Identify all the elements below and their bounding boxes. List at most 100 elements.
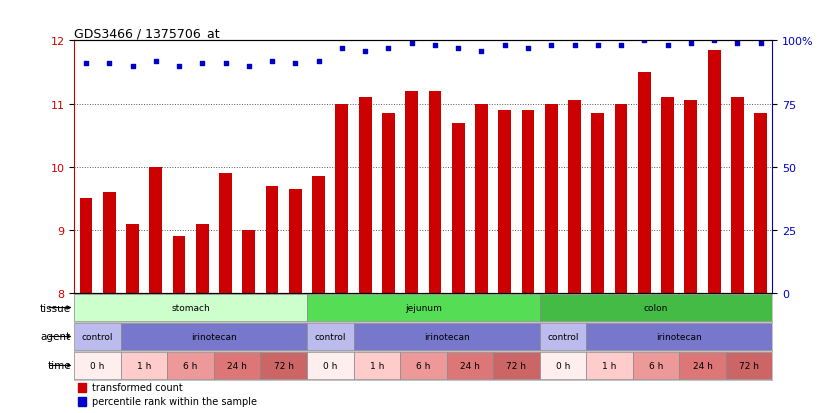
Bar bbox=[539, 323, 586, 351]
Bar bbox=[475, 104, 488, 293]
Bar bbox=[219, 173, 232, 293]
Bar bbox=[662, 98, 674, 293]
Point bbox=[242, 63, 255, 70]
Text: 24 h: 24 h bbox=[460, 361, 480, 370]
Bar bbox=[150, 167, 162, 293]
Text: 24 h: 24 h bbox=[227, 361, 247, 370]
Text: colon: colon bbox=[643, 303, 668, 312]
Bar bbox=[307, 352, 354, 380]
Point bbox=[754, 40, 767, 47]
Point bbox=[615, 43, 628, 50]
Bar bbox=[312, 177, 325, 293]
Text: 72 h: 72 h bbox=[506, 361, 526, 370]
Point bbox=[521, 45, 534, 52]
Bar bbox=[103, 192, 116, 293]
Bar bbox=[539, 352, 586, 380]
Bar bbox=[493, 352, 539, 380]
Bar bbox=[638, 73, 651, 293]
Bar bbox=[568, 101, 581, 293]
Point bbox=[544, 43, 558, 50]
Bar bbox=[74, 323, 121, 351]
Point bbox=[568, 43, 582, 50]
Bar bbox=[121, 323, 307, 351]
Bar bbox=[243, 230, 255, 293]
Bar bbox=[400, 352, 447, 380]
Point bbox=[684, 40, 697, 47]
Bar bbox=[196, 224, 209, 293]
Text: agent: agent bbox=[40, 332, 71, 342]
Text: irinotecan: irinotecan bbox=[657, 332, 702, 341]
Bar bbox=[726, 352, 772, 380]
Bar bbox=[382, 114, 395, 293]
Bar bbox=[79, 199, 93, 293]
Point bbox=[150, 58, 163, 65]
Bar bbox=[498, 111, 511, 293]
Bar bbox=[335, 104, 349, 293]
Point bbox=[289, 61, 302, 67]
Bar bbox=[754, 114, 767, 293]
Bar bbox=[266, 186, 278, 293]
Bar bbox=[615, 104, 628, 293]
Point bbox=[196, 61, 209, 67]
Text: 6 h: 6 h bbox=[416, 361, 430, 370]
Text: 72 h: 72 h bbox=[739, 361, 759, 370]
Text: 1 h: 1 h bbox=[602, 361, 617, 370]
Point bbox=[591, 43, 605, 50]
Bar bbox=[447, 352, 493, 380]
Text: control: control bbox=[315, 332, 346, 341]
Point bbox=[475, 48, 488, 55]
Bar bbox=[358, 98, 372, 293]
Text: time: time bbox=[47, 361, 71, 370]
Bar bbox=[78, 397, 86, 406]
Bar bbox=[289, 190, 301, 293]
Point bbox=[102, 61, 116, 67]
Text: 6 h: 6 h bbox=[183, 361, 198, 370]
Point bbox=[498, 43, 511, 50]
Bar bbox=[586, 352, 633, 380]
Bar bbox=[545, 104, 558, 293]
Bar bbox=[214, 352, 260, 380]
Bar bbox=[429, 92, 441, 293]
Bar bbox=[121, 352, 168, 380]
Bar bbox=[74, 294, 307, 322]
Bar bbox=[406, 92, 418, 293]
Text: 24 h: 24 h bbox=[692, 361, 713, 370]
Bar bbox=[126, 224, 139, 293]
Bar bbox=[307, 323, 354, 351]
Text: irinotecan: irinotecan bbox=[424, 332, 469, 341]
Point bbox=[405, 40, 418, 47]
Text: irinotecan: irinotecan bbox=[191, 332, 237, 341]
Bar bbox=[173, 237, 185, 293]
Bar bbox=[74, 352, 121, 380]
Point bbox=[335, 45, 349, 52]
Point bbox=[452, 45, 465, 52]
Bar bbox=[354, 352, 400, 380]
Bar bbox=[586, 323, 772, 351]
Bar bbox=[354, 323, 539, 351]
Bar bbox=[452, 123, 464, 293]
Bar bbox=[78, 383, 86, 392]
Text: control: control bbox=[547, 332, 579, 341]
Text: percentile rank within the sample: percentile rank within the sample bbox=[92, 396, 257, 406]
Point bbox=[638, 38, 651, 45]
Text: transformed count: transformed count bbox=[92, 382, 183, 392]
Text: jejunum: jejunum bbox=[405, 303, 442, 312]
Point bbox=[219, 61, 232, 67]
Point bbox=[358, 48, 372, 55]
Point bbox=[173, 63, 186, 70]
Point bbox=[126, 63, 139, 70]
Text: 1 h: 1 h bbox=[137, 361, 151, 370]
Text: 0 h: 0 h bbox=[90, 361, 105, 370]
Bar bbox=[260, 352, 307, 380]
Text: 72 h: 72 h bbox=[273, 361, 294, 370]
Bar bbox=[539, 294, 772, 322]
Bar bbox=[591, 114, 604, 293]
Text: 1 h: 1 h bbox=[369, 361, 384, 370]
Text: tissue: tissue bbox=[40, 303, 71, 313]
Bar bbox=[522, 111, 534, 293]
Bar bbox=[731, 98, 743, 293]
Bar bbox=[168, 352, 214, 380]
Point bbox=[429, 43, 442, 50]
Text: control: control bbox=[82, 332, 113, 341]
Text: stomach: stomach bbox=[171, 303, 210, 312]
